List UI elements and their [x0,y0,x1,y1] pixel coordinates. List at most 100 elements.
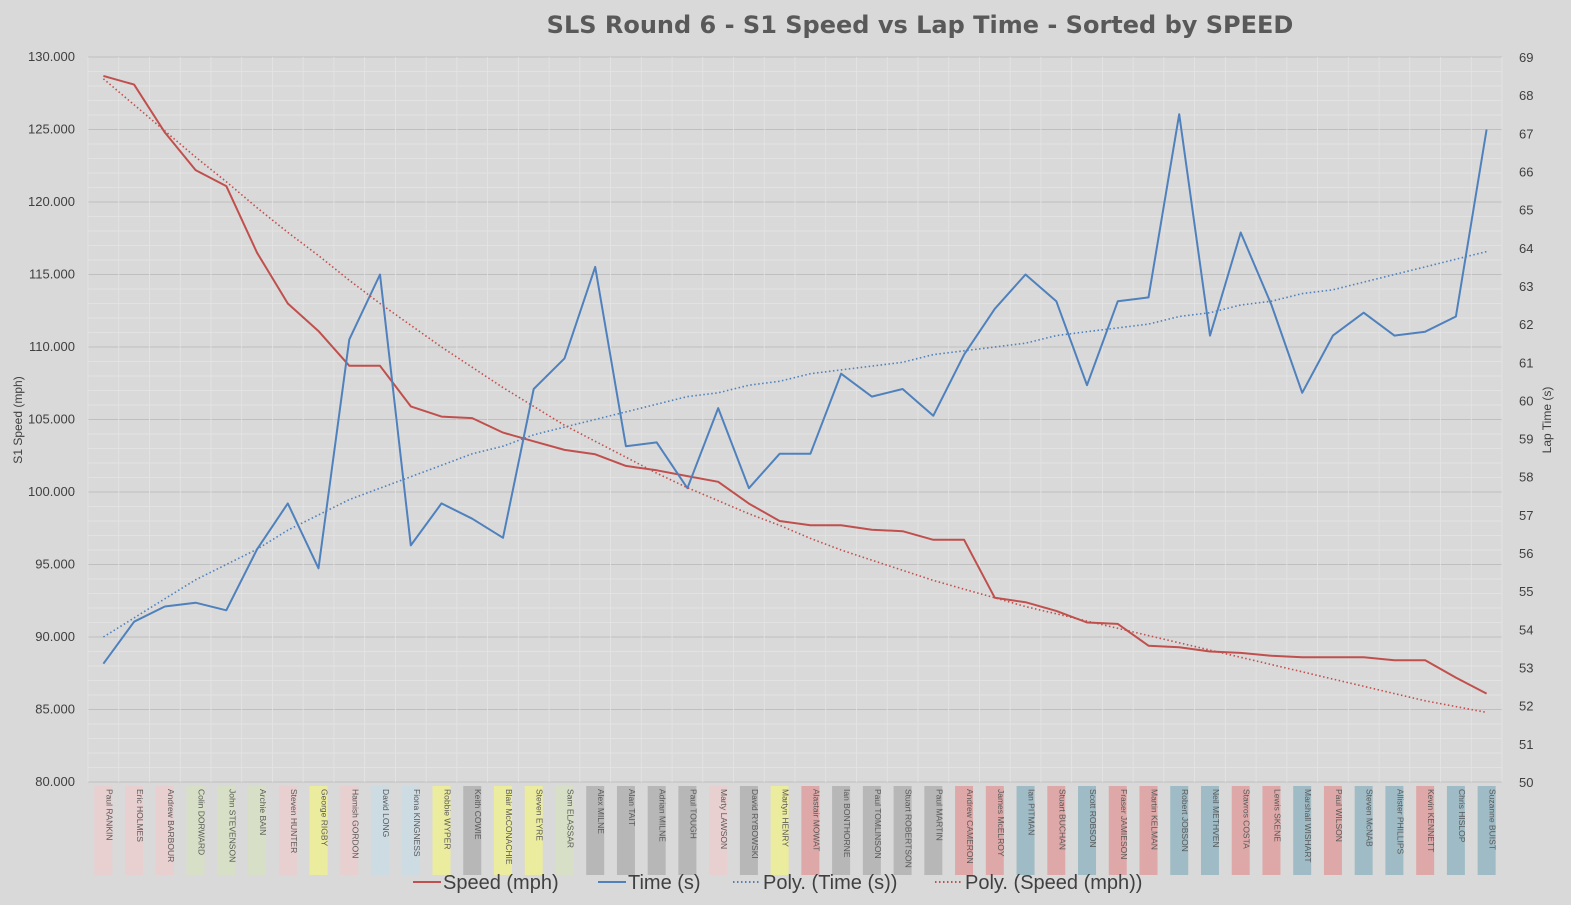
category-band [1016,786,1035,875]
category-band [739,786,758,875]
category-band [1170,786,1189,875]
legend: Speed (mph) Time (s) Poly. (Time (s)) Poly.… [413,872,1142,894]
category-band [985,786,1004,875]
right-tick-label: 66 [1519,164,1533,179]
category-band [801,786,820,875]
right-tick-label: 60 [1519,393,1533,408]
right-tick-label: 59 [1519,432,1533,447]
right-tick-label: 69 [1519,50,1533,65]
category-band [524,786,543,875]
category-label: Archie BAIN [258,789,268,835]
right-tick-label: 65 [1519,203,1533,218]
right-tick-label: 50 [1519,775,1533,790]
category-label: Scott ROBSON [1088,789,1098,848]
category-label: Martin KELMAN [1150,789,1160,850]
left-axis-ticks: 80.000 85.000 90.000 95.000 100.000 105.000 11… [28,49,75,789]
left-tick-label: 125.000 [28,122,75,137]
category-band [1200,786,1219,875]
category-band [309,786,328,875]
category-label: Marty LAWSON [719,789,729,849]
category-label: Robbie WYPER [443,789,453,849]
category-label: Fraser JAMIESON [1119,789,1129,859]
right-tick-label: 53 [1519,661,1533,676]
left-tick-label: 120.000 [28,194,75,209]
category-bands: Paul RANKIN Eric HOLMES Andrew BARBOUR Coli… [94,786,1498,875]
category-band [155,786,174,875]
category-label: Alastair MOWAT [811,789,821,851]
right-tick-label: 56 [1519,546,1533,561]
category-label: Steven EYRE [535,789,545,841]
category-band [1477,786,1496,875]
category-band [94,786,113,875]
right-tick-label: 68 [1519,88,1533,103]
category-band [1293,786,1312,875]
category-label: Paul MARTIN [934,789,944,841]
category-label: Andrew BARBOUR [166,789,176,862]
right-axis-title: Lap Time (s) [1540,387,1554,454]
category-label: Paul WILSON [1334,789,1344,842]
legend-label: Poly. (Speed (mph)) [965,872,1142,894]
gridlines [87,56,1503,783]
right-tick-label: 64 [1519,241,1533,256]
right-tick-label: 51 [1519,737,1533,752]
category-label: Chris HISLOP [1457,789,1467,843]
category-band [1323,786,1342,875]
category-band [1078,786,1097,875]
category-label: David RYBOWSKI [750,789,760,859]
category-label: Neil METHVEN [1211,789,1221,848]
legend-label: Speed (mph) [443,872,559,894]
category-band [709,786,728,875]
left-tick-label: 85.000 [35,702,75,717]
category-label: Kevin KENNETT [1426,789,1436,852]
right-axis-ticks: 50 51 52 53 54 55 56 57 58 59 60 61 62 63 64 65 66 67 68 69 [1519,50,1533,790]
right-tick-label: 54 [1519,622,1533,637]
series-line-3 [102,250,1487,638]
category-band [893,786,912,875]
right-tick-label: 57 [1519,508,1533,523]
category-band [1231,786,1250,875]
category-band [1354,786,1373,875]
category-label: Hamish GORDON [350,789,360,858]
category-label: Allister PHILLIPS [1395,789,1405,855]
category-label: Alan TAIT [627,789,637,826]
category-label: Suzanne BUIST [1488,789,1498,850]
right-tick-label: 52 [1519,699,1533,714]
category-band [955,786,974,875]
category-label: Sam ELASSAR [565,789,575,848]
category-band [616,786,635,875]
left-tick-label: 100.000 [28,484,75,499]
category-label: Ian PITMAN [1027,789,1037,835]
left-axis-title: S1 Speed (mph) [11,376,25,463]
right-tick-label: 62 [1519,317,1533,332]
left-tick-label: 110.000 [29,339,75,354]
category-label: Alex MILNE [596,789,606,834]
category-band [493,786,512,875]
category-band [1108,786,1127,875]
category-band [678,786,697,875]
category-band [371,786,390,875]
category-band [1416,786,1435,875]
category-label: Paul TOUGH [688,789,698,839]
category-band [463,786,482,875]
category-label: Steven HUNTER [289,789,299,853]
category-band [125,786,144,875]
category-label: Steven McNAB [1365,789,1375,847]
category-band [770,786,789,875]
left-tick-label: 130.000 [28,49,75,64]
category-label: Blair McCONACHIE [504,789,514,865]
category-label: James McELROY [996,789,1006,857]
left-tick-label: 80.000 [35,774,75,789]
category-label: George RIGBY [320,789,330,846]
category-label: Fiona KINGNESS [412,789,422,857]
category-label: Stavros COSTA [1242,789,1252,849]
category-band [586,786,605,875]
category-label: Paul RANKIN [104,789,114,841]
category-band [1139,786,1158,875]
category-label: Stuart ROBERTSON [904,789,914,868]
left-tick-label: 115.000 [29,267,75,282]
category-band [248,786,267,875]
category-label: Marshall WISHART [1303,789,1313,863]
legend-label: Time (s) [628,872,701,894]
